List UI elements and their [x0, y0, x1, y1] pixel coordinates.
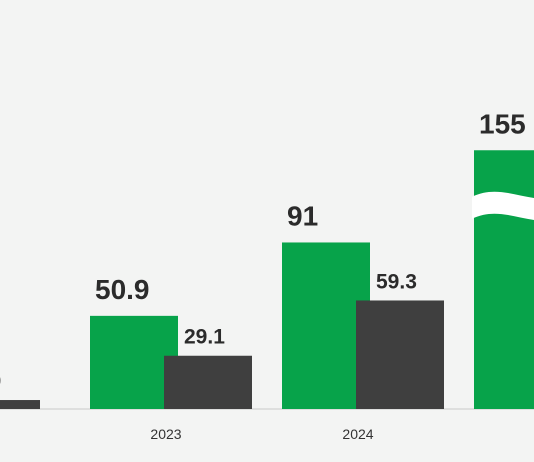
data-label-green-2024: 91 [287, 200, 318, 231]
data-label-green-202: 155 [479, 108, 526, 139]
bar-dark-2024 [356, 300, 444, 409]
bar-green-2023 [90, 315, 178, 409]
bar-dark-2023 [164, 355, 252, 409]
x-tick-label-2023: 2023 [150, 426, 181, 442]
axis-break-mark [472, 191, 534, 220]
data-label-dark-prior: 4.9 [0, 370, 1, 393]
data-label-dark-2024: 59.3 [376, 270, 417, 293]
x-tick-labels-group: 20232024202 [150, 426, 373, 442]
data-label-dark-2023: 29.1 [184, 326, 225, 349]
bar-dark-prior [0, 400, 40, 409]
bar-green-2024 [282, 242, 370, 409]
bar-green-202 [474, 150, 534, 409]
data-label-green-2023: 50.9 [95, 274, 150, 305]
x-tick-label-2024: 2024 [342, 426, 373, 442]
bars-group [0, 150, 534, 409]
data-labels-group: 4.9 50.9 29.1 91 59.3 155 [0, 108, 526, 393]
